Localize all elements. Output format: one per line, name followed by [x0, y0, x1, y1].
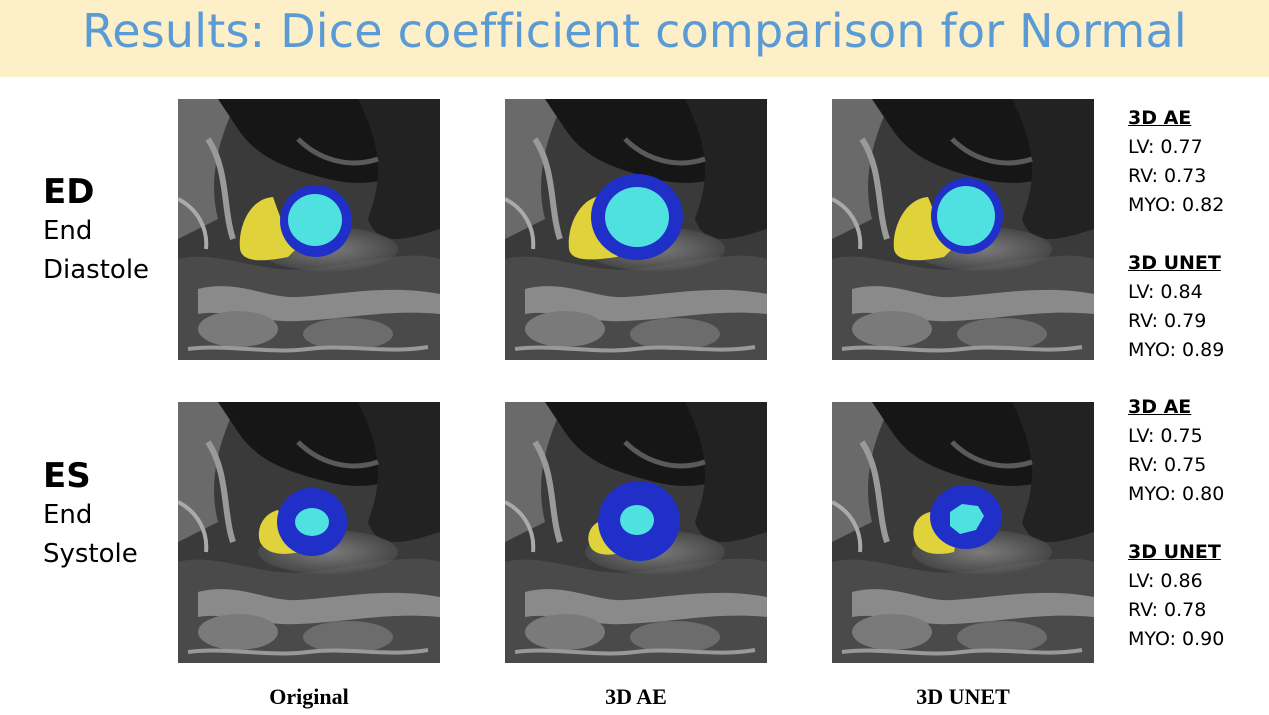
metric-myo: MYO: 0.89	[1128, 339, 1225, 361]
mri-panel-ed-3d-unet	[832, 99, 1094, 360]
lv-region	[950, 504, 984, 534]
metric-lv: LV: 0.75	[1128, 425, 1203, 447]
metrics-es: 3D AE LV: 0.75 RV: 0.75 MYO: 0.80 3D UNE…	[1128, 393, 1224, 654]
metric-rv: RV: 0.79	[1128, 310, 1207, 332]
metric-lv: LV: 0.84	[1128, 281, 1203, 303]
mri-panel-es-3d-unet	[832, 402, 1094, 663]
row-label-es: ES End Systole	[43, 456, 138, 574]
row-subtitle: End	[43, 500, 93, 530]
metric-heading: 3D AE	[1128, 396, 1192, 418]
metric-heading: 3D AE	[1128, 107, 1192, 129]
segmentation-overlay	[913, 485, 1002, 554]
row-label-ed: ED End Diastole	[43, 172, 149, 290]
mri-panel-es-original	[178, 402, 440, 663]
mri-panel-es-3d-ae	[505, 402, 767, 663]
lv-region	[295, 508, 329, 536]
metric-rv: RV: 0.73	[1128, 165, 1207, 187]
rv-region	[239, 197, 296, 261]
lv-region	[605, 187, 669, 247]
row-subtitle: Diastole	[43, 255, 150, 285]
metric-lv: LV: 0.86	[1128, 570, 1203, 592]
metric-rv: RV: 0.75	[1128, 454, 1207, 476]
segmentation-overlay	[568, 174, 683, 260]
column-label-3d-unet: 3D UNET	[916, 684, 1010, 709]
row-subtitle: End	[43, 216, 93, 246]
lv-region	[937, 186, 995, 246]
metrics-ed: 3D AE LV: 0.77 RV: 0.73 MYO: 0.82 3D UNE…	[1128, 104, 1224, 365]
rv-region	[913, 512, 956, 554]
metric-rv: RV: 0.78	[1128, 599, 1207, 621]
metric-myo: MYO: 0.90	[1128, 628, 1225, 650]
metric-myo: MYO: 0.80	[1128, 483, 1225, 505]
segmentation-overlay	[258, 488, 347, 556]
rv-region	[893, 197, 952, 261]
column-label-3d-ae: 3D AE	[605, 684, 667, 709]
row-abbr: ED	[43, 172, 95, 212]
slide-title: Results: Dice coefficient comparison for…	[82, 4, 1187, 58]
lv-region	[620, 505, 654, 535]
metric-heading: 3D UNET	[1128, 541, 1221, 563]
column-label-original: Original	[269, 684, 349, 709]
metric-heading: 3D UNET	[1128, 252, 1221, 274]
lv-region	[288, 194, 342, 246]
metric-myo: MYO: 0.82	[1128, 194, 1225, 216]
row-subtitle: Systole	[43, 539, 138, 569]
segmentation-overlay	[588, 481, 680, 561]
segmentation-overlay	[239, 185, 352, 261]
mri-panel-ed-3d-ae	[505, 99, 767, 360]
segmentation-overlay	[893, 178, 1003, 261]
title-banner: Results: Dice coefficient comparison for…	[0, 0, 1269, 77]
mri-panel-ed-original	[178, 99, 440, 360]
metric-lv: LV: 0.77	[1128, 136, 1203, 158]
row-abbr: ES	[43, 456, 91, 496]
